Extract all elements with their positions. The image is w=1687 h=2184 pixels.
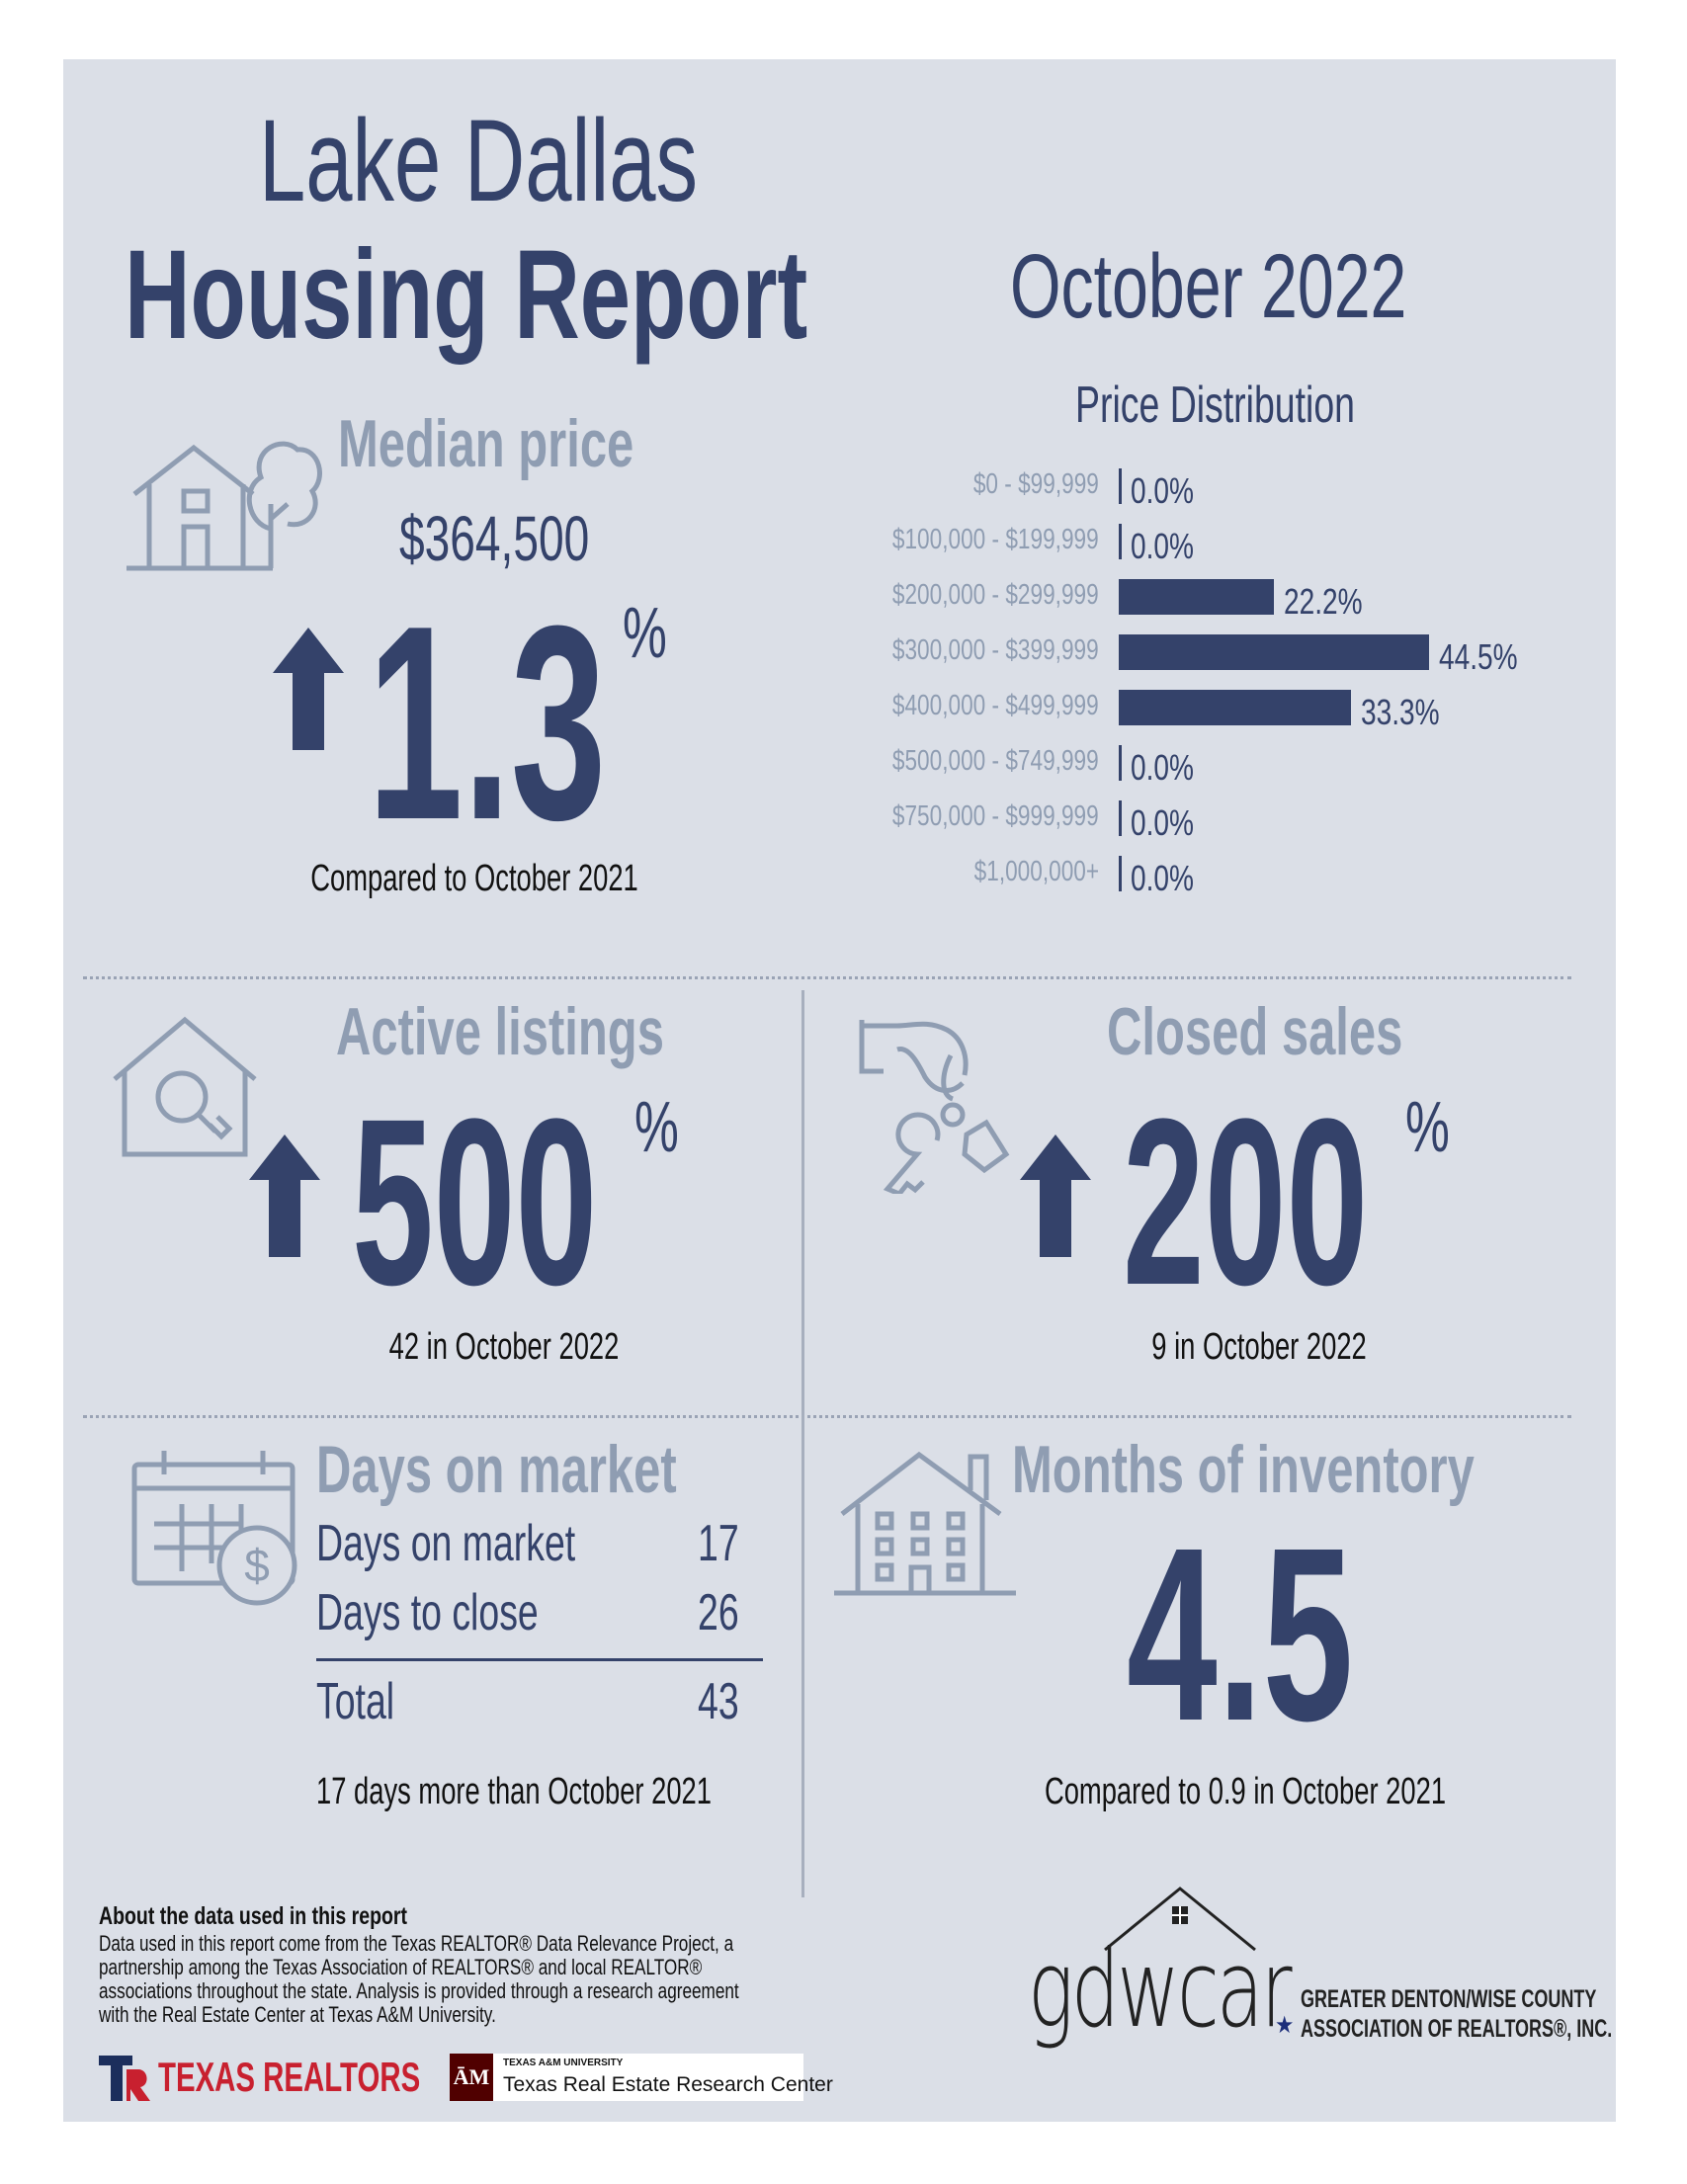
price-distribution-title: Price Distribution — [1075, 376, 1464, 435]
house-tree-icon — [127, 441, 322, 571]
tamu-mark-icon: ĀM — [450, 2054, 493, 2101]
median-change-unit: % — [623, 594, 667, 673]
up-arrow-icon — [249, 1134, 320, 1257]
about-title-text: About the data used in this report — [99, 1902, 408, 1930]
closed-sales-unit: % — [1405, 1088, 1450, 1167]
price-bucket-label: $1,000,000+ — [973, 856, 1099, 887]
price-bar-value: 0.0% — [1131, 858, 1195, 898]
divider-top — [83, 976, 1571, 979]
active-listings-title: Active listings — [336, 993, 792, 1070]
price-bar — [1119, 579, 1274, 615]
about-title: About the data used in this report — [99, 1902, 494, 1931]
closed-sales-caption: 9 in October 2022 — [1151, 1326, 1367, 1368]
price-bucket-label: $400,000 - $499,999 — [892, 690, 1099, 721]
report-title: Housing Report — [125, 222, 1073, 368]
price-bar-value: 0.0% — [1131, 802, 1195, 843]
months-inventory-value: 4.5 — [1127, 1496, 1354, 1772]
days-on-market-title: Days on market — [316, 1431, 816, 1508]
divider-middle — [83, 1415, 1571, 1418]
active-listings-caption: 42 in October 2022 — [388, 1326, 620, 1368]
median-price-value: $364,500 — [399, 502, 663, 575]
divider-vertical — [801, 990, 804, 1897]
report-panel — [63, 59, 1616, 2122]
median-price-title-text: Median price — [338, 406, 634, 481]
total-rule — [316, 1658, 763, 1661]
up-arrow-icon — [1020, 1134, 1091, 1257]
price-bar-zero — [1119, 745, 1122, 781]
dtc-row-label: Days to close — [316, 1584, 539, 1641]
dtc-row-value: 26 — [698, 1584, 739, 1641]
price-bar-value: 33.3% — [1361, 692, 1440, 732]
days-on-market-title-text: Days on market — [316, 1432, 677, 1507]
active-listings-unit: % — [634, 1088, 679, 1167]
price-bucket-label: $750,000 - $999,999 — [892, 800, 1099, 832]
dom-row-value: 17 — [698, 1515, 739, 1572]
months-inventory-caption: Compared to 0.9 in October 2021 — [1044, 1771, 1447, 1812]
texas-realtors-mark-icon — [99, 2056, 150, 2101]
tamu-logo: ĀM TEXAS A&M UNIVERSITY Texas Real Estat… — [450, 2054, 833, 2101]
months-inventory-title: Months of inventory — [1012, 1431, 1654, 1508]
median-price-title: Median price — [338, 405, 749, 482]
price-bar-zero — [1119, 800, 1122, 836]
price-bar-zero — [1119, 856, 1122, 891]
assoc-line2: ASSOCIATION OF REALTORS®, INC. — [1301, 2015, 1613, 2043]
price-bucket-label: $200,000 - $299,999 — [892, 579, 1099, 611]
building-icon — [834, 1451, 1016, 1596]
period-title: October 2022 — [1010, 235, 1560, 339]
tamu-center-text: Texas Real Estate Research Center — [503, 2073, 833, 2096]
days-on-market-caption: 17 days more than October 2021 — [315, 1771, 713, 1812]
calendar-dollar-icon: $ — [131, 1451, 297, 1606]
dom-row-label: Days on market — [316, 1515, 576, 1572]
total-label: Total — [316, 1673, 395, 1730]
texas-realtors-text: TEXAS REALTORS — [158, 2054, 421, 2100]
svg-text:$: $ — [244, 1540, 270, 1591]
active-listings-title-text: Active listings — [336, 994, 664, 1069]
gdwcar-logo: gdwcar ★ GREATER DENTON/WISE COUNTY ASSO… — [1028, 1883, 1612, 2080]
price-bucket-label: $100,000 - $199,999 — [892, 524, 1099, 555]
price-bar-value: 0.0% — [1131, 747, 1195, 788]
price-bar-zero — [1119, 468, 1122, 504]
assoc-line1: GREATER DENTON/WISE COUNTY — [1301, 1985, 1597, 2013]
price-bar-value: 44.5% — [1439, 636, 1518, 677]
star-icon: ★ — [1275, 2012, 1295, 2039]
tamu-small-text: TEXAS A&M UNIVERSITY — [503, 2058, 624, 2068]
price-bar-value: 0.0% — [1131, 470, 1195, 511]
price-distribution-title-text: Price Distribution — [1075, 377, 1355, 434]
months-inventory-title-text: Months of inventory — [1012, 1432, 1475, 1507]
up-arrow-icon — [273, 628, 344, 750]
median-change-value: 1.3 — [368, 569, 607, 878]
gdwcar-text: gdwcar — [1028, 1928, 1293, 2052]
price-bucket-label: $300,000 - $399,999 — [892, 634, 1099, 666]
price-bar-zero — [1119, 524, 1122, 559]
city-title-text: Lake Dallas — [259, 96, 698, 226]
median-price-value-text: $364,500 — [399, 503, 590, 574]
price-bucket-label: $0 - $99,999 — [972, 468, 1099, 500]
price-bar — [1119, 634, 1429, 670]
total-value: 43 — [698, 1673, 739, 1730]
price-bar — [1119, 690, 1351, 725]
price-bar-value: 0.0% — [1131, 526, 1195, 566]
gdwcar-roof-icon — [1104, 1887, 1256, 1952]
report-title-text: Housing Report — [125, 224, 808, 366]
city-title: Lake Dallas — [259, 94, 869, 228]
closed-sales-title-text: Closed sales — [1107, 994, 1403, 1069]
period-title-text: October 2022 — [1010, 236, 1407, 337]
about-text: Data used in this report come from the T… — [99, 1931, 739, 2027]
active-listings-change: 500 — [352, 1069, 598, 1334]
price-bar-value: 22.2% — [1284, 581, 1363, 622]
house-search-icon — [113, 1016, 257, 1157]
median-price-caption: Compared to October 2021 — [310, 858, 638, 899]
closed-sales-title: Closed sales — [1107, 993, 1518, 1070]
closed-sales-change: 200 — [1123, 1069, 1369, 1334]
hand-keys-icon — [859, 1020, 1010, 1194]
price-bucket-label: $500,000 - $749,999 — [892, 745, 1099, 777]
